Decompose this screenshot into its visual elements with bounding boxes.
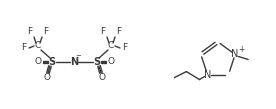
Text: F: F (123, 43, 128, 53)
Text: C: C (108, 42, 114, 50)
Text: S: S (94, 57, 100, 67)
Text: O: O (99, 73, 105, 83)
Text: F: F (43, 27, 49, 37)
Text: N: N (232, 49, 239, 59)
Text: F: F (100, 27, 105, 37)
Text: C: C (35, 42, 41, 50)
Text: S: S (48, 57, 55, 67)
Text: O: O (34, 58, 41, 66)
Text: O: O (44, 73, 51, 83)
Text: +: + (238, 45, 244, 54)
Text: F: F (116, 27, 121, 37)
Text: F: F (22, 43, 26, 53)
Text: F: F (27, 27, 33, 37)
Text: O: O (107, 58, 115, 66)
Text: N: N (70, 57, 78, 67)
Text: −: − (76, 53, 81, 59)
Text: N: N (204, 70, 211, 80)
